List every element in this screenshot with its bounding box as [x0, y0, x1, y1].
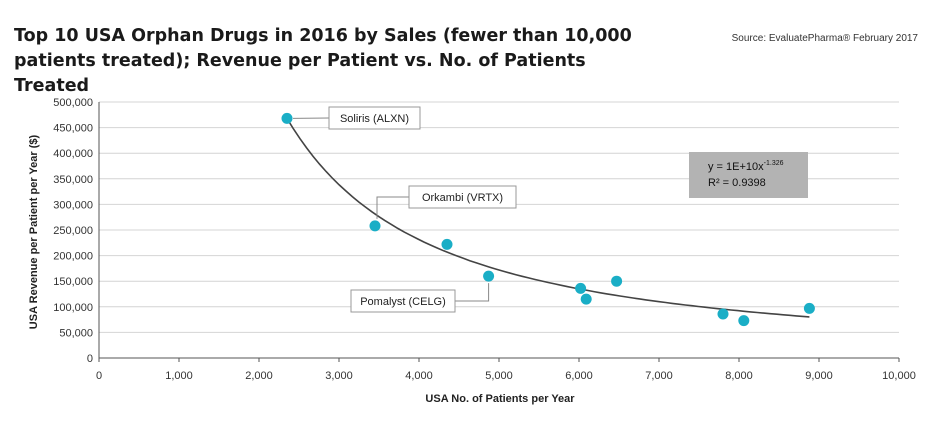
x-axis-label: USA No. of Patients per Year: [425, 393, 575, 405]
y-tick-label: 200,000: [53, 251, 93, 263]
y-tick-label: 50,000: [59, 327, 93, 339]
data-point: [803, 302, 815, 314]
source-note: Source: EvaluatePharma® February 2017: [731, 33, 918, 44]
callout-box: [408, 185, 517, 209]
data-point: [441, 238, 453, 250]
x-tick-label: 10,000: [882, 370, 916, 382]
data-point: [580, 293, 592, 305]
x-tick-label: 9,000: [805, 370, 833, 382]
y-tick-label: 150,000: [53, 276, 93, 288]
callout-leader-line: [376, 196, 409, 219]
x-tick-label: 2,000: [245, 370, 273, 382]
x-tick-label: 8,000: [725, 370, 753, 382]
x-tick-label: 7,000: [645, 370, 673, 382]
x-tick-label: 6,000: [565, 370, 593, 382]
callouts: Soliris (ALXN) Orkambi (VRTX) Pomalyst (CE…: [328, 106, 517, 313]
y-tick-label: 400,000: [53, 148, 93, 160]
data-point: [369, 220, 381, 232]
y-tick-label: 250,000: [53, 225, 93, 237]
callout-label: Soliris (ALXN): [340, 113, 409, 125]
trendline: [286, 117, 810, 318]
y-tick-label: 500,000: [53, 97, 93, 109]
data-point: [281, 112, 293, 124]
x-tick-label: 3,000: [325, 370, 353, 382]
y-tick-label: 100,000: [53, 302, 93, 314]
equation-box: y = 1E+10x-1.326 R² = 0.9398: [689, 152, 808, 198]
y-axis-label: USA Revenue per Patient per Year ($): [28, 134, 40, 329]
equation-exponent: -1.326: [764, 160, 784, 167]
y-tick-label: 450,000: [53, 123, 93, 135]
data-point: [575, 282, 587, 294]
callout-box: [328, 106, 421, 130]
callout-label: Orkambi (VRTX): [422, 192, 503, 204]
axes: [98, 102, 900, 362]
tick-labels: 0 50,000 100,000 150,000 200,000 250,000 300,0…: [53, 97, 916, 382]
x-tick-label: 5,000: [485, 370, 513, 382]
data-point: [738, 315, 750, 327]
callout-leader-line: [455, 283, 490, 302]
data-point: [717, 308, 729, 320]
x-tick-label: 4,000: [405, 370, 433, 382]
svg-text:y = 1E+10x-1.326: y = 1E+10x-1.326: [708, 160, 784, 173]
r-squared-text: R² = 0.9398: [708, 177, 766, 189]
y-tick-label: 0: [87, 353, 93, 365]
x-tick-label: 1,000: [165, 370, 193, 382]
callout-box: [350, 289, 456, 313]
y-tick-label: 300,000: [53, 199, 93, 211]
callout-leaders: [292, 117, 490, 302]
data-point: [483, 270, 495, 282]
gridlines: [99, 101, 899, 333]
data-point: [611, 275, 623, 287]
x-tick-label: 0: [96, 370, 102, 382]
equation-text: y = 1E+10x: [708, 161, 764, 173]
callout-label: Pomalyst (CELG): [360, 296, 446, 308]
data-points: [281, 112, 815, 327]
chart-title: Top 10 USA Orphan Drugs in 2016 by Sales…: [14, 26, 632, 96]
y-tick-label: 350,000: [53, 174, 93, 186]
